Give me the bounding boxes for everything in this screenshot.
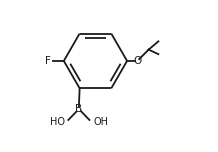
Text: O: O [133,56,141,66]
Text: B: B [75,104,82,114]
Text: HO: HO [49,117,65,127]
Text: F: F [45,56,51,66]
Text: OH: OH [93,117,108,127]
